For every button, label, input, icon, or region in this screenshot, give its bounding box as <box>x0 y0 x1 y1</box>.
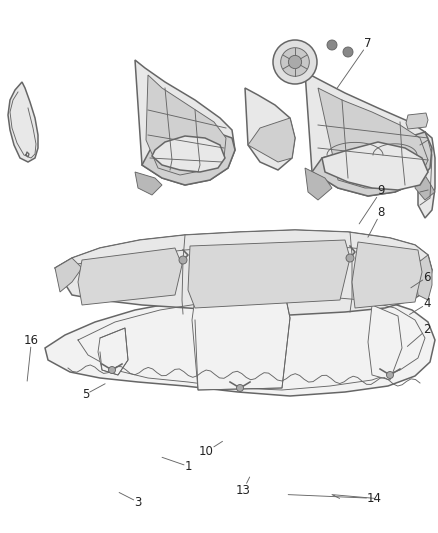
Text: 16: 16 <box>24 334 39 381</box>
Polygon shape <box>152 136 225 172</box>
Polygon shape <box>142 132 235 185</box>
Text: 10: 10 <box>198 441 223 458</box>
Circle shape <box>386 372 393 378</box>
Polygon shape <box>318 88 428 188</box>
Text: 2: 2 <box>407 323 431 346</box>
Polygon shape <box>368 305 402 380</box>
Circle shape <box>288 55 302 69</box>
Polygon shape <box>305 168 332 200</box>
Circle shape <box>273 40 317 84</box>
Polygon shape <box>192 294 290 390</box>
Polygon shape <box>98 328 128 375</box>
Circle shape <box>343 47 353 57</box>
Polygon shape <box>418 132 435 218</box>
Text: 1: 1 <box>162 457 192 473</box>
Polygon shape <box>245 88 295 170</box>
Polygon shape <box>8 82 38 162</box>
Circle shape <box>109 367 116 374</box>
Polygon shape <box>45 292 435 396</box>
Polygon shape <box>305 72 432 196</box>
Polygon shape <box>248 118 295 162</box>
Polygon shape <box>55 230 432 270</box>
Text: 9: 9 <box>359 184 385 224</box>
Text: 4: 4 <box>410 297 431 314</box>
Circle shape <box>281 47 309 76</box>
Polygon shape <box>146 75 226 175</box>
Polygon shape <box>135 172 162 195</box>
Text: 8: 8 <box>368 206 385 237</box>
Polygon shape <box>55 258 82 292</box>
Polygon shape <box>415 255 432 300</box>
Polygon shape <box>406 113 428 129</box>
Polygon shape <box>312 132 432 196</box>
Circle shape <box>327 40 337 50</box>
Text: 14: 14 <box>288 492 382 505</box>
Polygon shape <box>55 230 432 315</box>
Polygon shape <box>135 60 235 185</box>
Polygon shape <box>322 142 428 190</box>
Text: 6: 6 <box>411 271 431 288</box>
Polygon shape <box>352 242 422 308</box>
Polygon shape <box>188 240 350 308</box>
Circle shape <box>346 254 354 262</box>
Text: 13: 13 <box>236 477 251 497</box>
Text: 7: 7 <box>337 37 372 88</box>
Text: 3: 3 <box>119 492 141 508</box>
Text: 5: 5 <box>82 384 105 401</box>
Circle shape <box>179 256 187 264</box>
Circle shape <box>237 384 244 392</box>
Polygon shape <box>415 165 435 200</box>
Polygon shape <box>78 248 182 305</box>
